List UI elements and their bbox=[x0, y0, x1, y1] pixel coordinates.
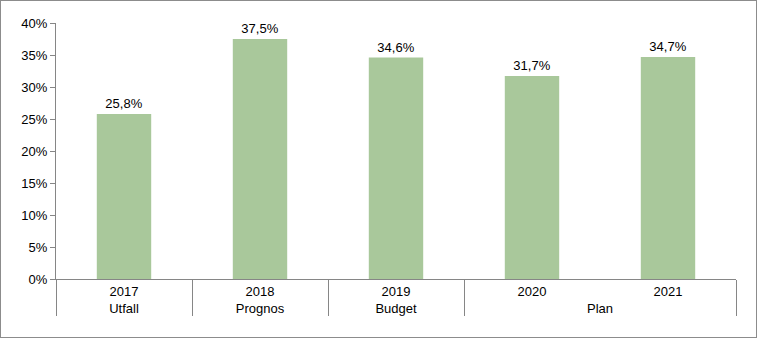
svg-text:10%: 10% bbox=[21, 208, 47, 223]
svg-text:2021: 2021 bbox=[654, 284, 683, 299]
svg-text:2018: 2018 bbox=[246, 284, 275, 299]
svg-text:Utfall: Utfall bbox=[109, 301, 139, 316]
svg-text:25,8%: 25,8% bbox=[105, 96, 142, 111]
svg-text:31,7%: 31,7% bbox=[513, 58, 550, 73]
svg-text:30%: 30% bbox=[21, 80, 47, 95]
svg-text:34,6%: 34,6% bbox=[377, 40, 414, 55]
svg-text:15%: 15% bbox=[21, 176, 47, 191]
svg-text:25%: 25% bbox=[21, 112, 47, 127]
svg-text:Plan: Plan bbox=[587, 301, 613, 316]
svg-text:2020: 2020 bbox=[518, 284, 547, 299]
svg-text:35%: 35% bbox=[21, 48, 47, 63]
svg-text:5%: 5% bbox=[29, 240, 48, 255]
svg-text:37,5%: 37,5% bbox=[241, 21, 278, 36]
svg-text:2019: 2019 bbox=[382, 284, 411, 299]
svg-text:Prognos: Prognos bbox=[236, 301, 285, 316]
svg-text:2017: 2017 bbox=[110, 284, 139, 299]
svg-text:34,7%: 34,7% bbox=[649, 39, 686, 54]
svg-text:40%: 40% bbox=[21, 16, 47, 31]
svg-text:0%: 0% bbox=[29, 272, 48, 287]
svg-text:20%: 20% bbox=[21, 144, 47, 159]
svg-text:Budget: Budget bbox=[375, 301, 417, 316]
